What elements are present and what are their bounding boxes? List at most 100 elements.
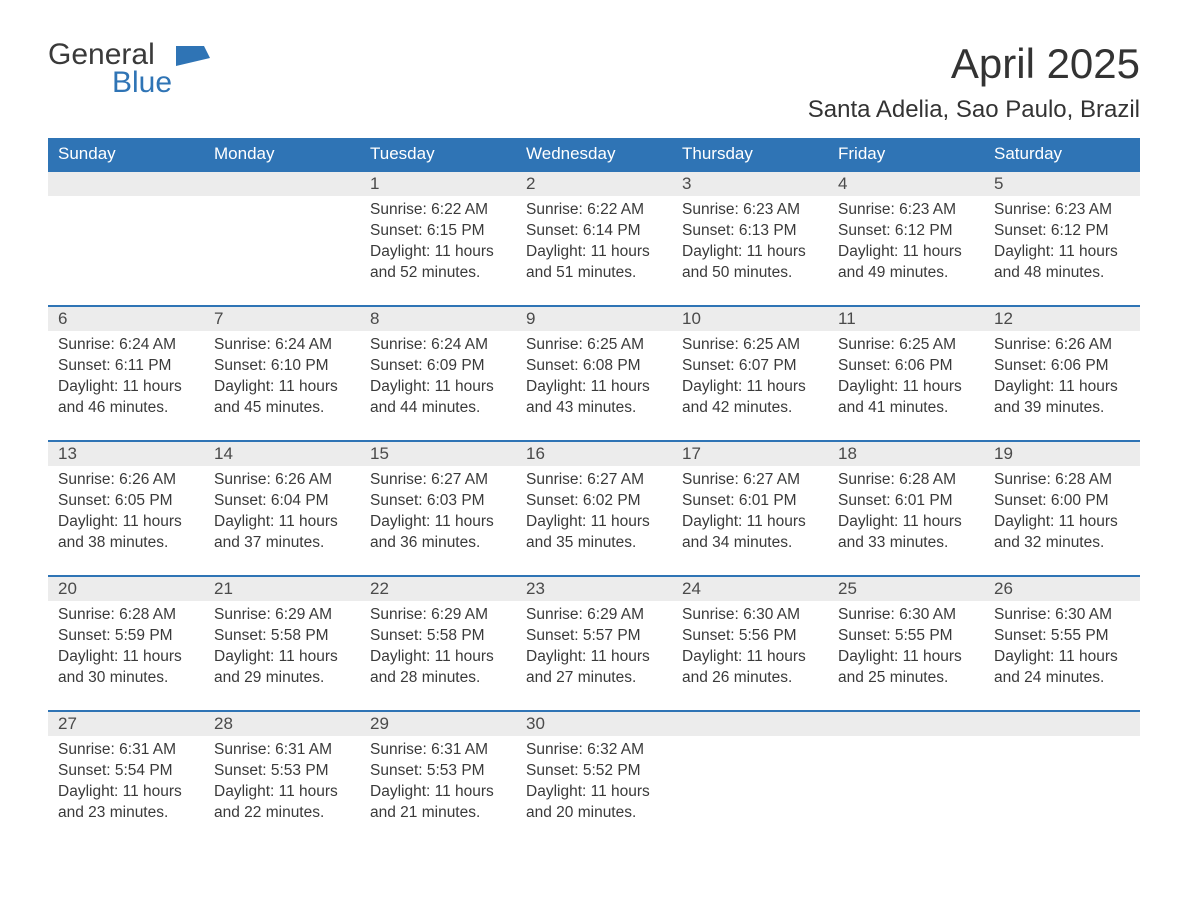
daylight-line: Daylight: 11 hours and 36 minutes. bbox=[370, 512, 506, 554]
sunrise-line: Sunrise: 6:28 AM bbox=[838, 470, 974, 491]
daylight-line: Daylight: 11 hours and 38 minutes. bbox=[58, 512, 194, 554]
day-body-cell: Sunrise: 6:31 AMSunset: 5:54 PMDaylight:… bbox=[48, 736, 204, 846]
day-number-cell: 26 bbox=[984, 576, 1140, 601]
daylight-line: Daylight: 11 hours and 27 minutes. bbox=[526, 647, 662, 689]
daylight-line: Daylight: 11 hours and 43 minutes. bbox=[526, 377, 662, 419]
day-body-cell: Sunrise: 6:31 AMSunset: 5:53 PMDaylight:… bbox=[204, 736, 360, 846]
day-body-cell: Sunrise: 6:23 AMSunset: 6:13 PMDaylight:… bbox=[672, 196, 828, 306]
day-number-row: 12345 bbox=[48, 171, 1140, 196]
sunrise-line: Sunrise: 6:24 AM bbox=[370, 335, 506, 356]
sunset-line: Sunset: 6:06 PM bbox=[838, 356, 974, 377]
day-body-cell: Sunrise: 6:32 AMSunset: 5:52 PMDaylight:… bbox=[516, 736, 672, 846]
sunrise-line: Sunrise: 6:31 AM bbox=[214, 740, 350, 761]
weekday-header: Thursday bbox=[672, 138, 828, 171]
sunset-line: Sunset: 6:02 PM bbox=[526, 491, 662, 512]
sunrise-line: Sunrise: 6:32 AM bbox=[526, 740, 662, 761]
sunset-line: Sunset: 6:10 PM bbox=[214, 356, 350, 377]
day-number-cell bbox=[828, 711, 984, 736]
day-number-cell: 18 bbox=[828, 441, 984, 466]
sunset-line: Sunset: 5:58 PM bbox=[214, 626, 350, 647]
sunset-line: Sunset: 6:11 PM bbox=[58, 356, 194, 377]
day-number-cell: 24 bbox=[672, 576, 828, 601]
day-number-cell: 22 bbox=[360, 576, 516, 601]
daylight-line: Daylight: 11 hours and 20 minutes. bbox=[526, 782, 662, 824]
day-number-cell bbox=[204, 171, 360, 196]
day-body-row: Sunrise: 6:26 AMSunset: 6:05 PMDaylight:… bbox=[48, 466, 1140, 576]
day-number-cell: 3 bbox=[672, 171, 828, 196]
day-number-row: 13141516171819 bbox=[48, 441, 1140, 466]
day-body-cell: Sunrise: 6:29 AMSunset: 5:58 PMDaylight:… bbox=[204, 601, 360, 711]
daylight-line: Daylight: 11 hours and 23 minutes. bbox=[58, 782, 194, 824]
sunset-line: Sunset: 5:53 PM bbox=[370, 761, 506, 782]
weekday-header: Monday bbox=[204, 138, 360, 171]
sunset-line: Sunset: 6:01 PM bbox=[682, 491, 818, 512]
day-body-row: Sunrise: 6:28 AMSunset: 5:59 PMDaylight:… bbox=[48, 601, 1140, 711]
day-number-cell: 6 bbox=[48, 306, 204, 331]
day-body-cell: Sunrise: 6:29 AMSunset: 5:58 PMDaylight:… bbox=[360, 601, 516, 711]
sunset-line: Sunset: 6:13 PM bbox=[682, 221, 818, 242]
day-body-cell: Sunrise: 6:25 AMSunset: 6:07 PMDaylight:… bbox=[672, 331, 828, 441]
sunrise-line: Sunrise: 6:22 AM bbox=[526, 200, 662, 221]
day-number-cell bbox=[984, 711, 1140, 736]
day-body-cell: Sunrise: 6:26 AMSunset: 6:06 PMDaylight:… bbox=[984, 331, 1140, 441]
sunset-line: Sunset: 5:55 PM bbox=[994, 626, 1130, 647]
day-body-cell: Sunrise: 6:28 AMSunset: 6:01 PMDaylight:… bbox=[828, 466, 984, 576]
sunrise-line: Sunrise: 6:23 AM bbox=[838, 200, 974, 221]
day-body-cell: Sunrise: 6:22 AMSunset: 6:14 PMDaylight:… bbox=[516, 196, 672, 306]
day-number-cell: 1 bbox=[360, 171, 516, 196]
day-number-cell: 9 bbox=[516, 306, 672, 331]
sunrise-line: Sunrise: 6:25 AM bbox=[526, 335, 662, 356]
month-title: April 2025 bbox=[808, 40, 1140, 88]
daylight-line: Daylight: 11 hours and 35 minutes. bbox=[526, 512, 662, 554]
sunrise-line: Sunrise: 6:31 AM bbox=[370, 740, 506, 761]
daylight-line: Daylight: 11 hours and 32 minutes. bbox=[994, 512, 1130, 554]
sunrise-line: Sunrise: 6:26 AM bbox=[58, 470, 194, 491]
day-body-cell: Sunrise: 6:23 AMSunset: 6:12 PMDaylight:… bbox=[828, 196, 984, 306]
day-body-cell: Sunrise: 6:30 AMSunset: 5:56 PMDaylight:… bbox=[672, 601, 828, 711]
day-number-cell: 25 bbox=[828, 576, 984, 601]
daylight-line: Daylight: 11 hours and 42 minutes. bbox=[682, 377, 818, 419]
day-body-cell: Sunrise: 6:31 AMSunset: 5:53 PMDaylight:… bbox=[360, 736, 516, 846]
day-number-cell: 15 bbox=[360, 441, 516, 466]
day-body-cell: Sunrise: 6:25 AMSunset: 6:06 PMDaylight:… bbox=[828, 331, 984, 441]
daylight-line: Daylight: 11 hours and 33 minutes. bbox=[838, 512, 974, 554]
sunset-line: Sunset: 6:07 PM bbox=[682, 356, 818, 377]
day-number-cell: 2 bbox=[516, 171, 672, 196]
sunset-line: Sunset: 5:58 PM bbox=[370, 626, 506, 647]
daylight-line: Daylight: 11 hours and 46 minutes. bbox=[58, 377, 194, 419]
day-body-cell: Sunrise: 6:24 AMSunset: 6:09 PMDaylight:… bbox=[360, 331, 516, 441]
day-body-cell: Sunrise: 6:24 AMSunset: 6:11 PMDaylight:… bbox=[48, 331, 204, 441]
sunrise-line: Sunrise: 6:23 AM bbox=[682, 200, 818, 221]
weekday-header: Saturday bbox=[984, 138, 1140, 171]
header: General Blue April 2025 Santa Adelia, Sa… bbox=[48, 40, 1140, 124]
daylight-line: Daylight: 11 hours and 22 minutes. bbox=[214, 782, 350, 824]
logo: General Blue bbox=[48, 40, 210, 98]
day-body-row: Sunrise: 6:24 AMSunset: 6:11 PMDaylight:… bbox=[48, 331, 1140, 441]
day-number-cell: 16 bbox=[516, 441, 672, 466]
day-body-row: Sunrise: 6:31 AMSunset: 5:54 PMDaylight:… bbox=[48, 736, 1140, 846]
weekday-header: Sunday bbox=[48, 138, 204, 171]
weekday-header: Tuesday bbox=[360, 138, 516, 171]
calendar-table: SundayMondayTuesdayWednesdayThursdayFrid… bbox=[48, 138, 1140, 846]
sunset-line: Sunset: 6:12 PM bbox=[994, 221, 1130, 242]
day-number-cell: 20 bbox=[48, 576, 204, 601]
day-body-cell: Sunrise: 6:27 AMSunset: 6:03 PMDaylight:… bbox=[360, 466, 516, 576]
day-body-cell: Sunrise: 6:30 AMSunset: 5:55 PMDaylight:… bbox=[984, 601, 1140, 711]
sunset-line: Sunset: 6:06 PM bbox=[994, 356, 1130, 377]
daylight-line: Daylight: 11 hours and 34 minutes. bbox=[682, 512, 818, 554]
daylight-line: Daylight: 11 hours and 44 minutes. bbox=[370, 377, 506, 419]
sunrise-line: Sunrise: 6:30 AM bbox=[682, 605, 818, 626]
sunrise-line: Sunrise: 6:26 AM bbox=[214, 470, 350, 491]
sunset-line: Sunset: 6:15 PM bbox=[370, 221, 506, 242]
sunset-line: Sunset: 6:12 PM bbox=[838, 221, 974, 242]
daylight-line: Daylight: 11 hours and 21 minutes. bbox=[370, 782, 506, 824]
sunset-line: Sunset: 6:08 PM bbox=[526, 356, 662, 377]
sunrise-line: Sunrise: 6:29 AM bbox=[370, 605, 506, 626]
daylight-line: Daylight: 11 hours and 48 minutes. bbox=[994, 242, 1130, 284]
day-number-cell: 14 bbox=[204, 441, 360, 466]
day-body-cell: Sunrise: 6:24 AMSunset: 6:10 PMDaylight:… bbox=[204, 331, 360, 441]
logo-flag-icon bbox=[176, 46, 210, 75]
daylight-line: Daylight: 11 hours and 29 minutes. bbox=[214, 647, 350, 689]
sunset-line: Sunset: 5:59 PM bbox=[58, 626, 194, 647]
day-number-cell: 27 bbox=[48, 711, 204, 736]
